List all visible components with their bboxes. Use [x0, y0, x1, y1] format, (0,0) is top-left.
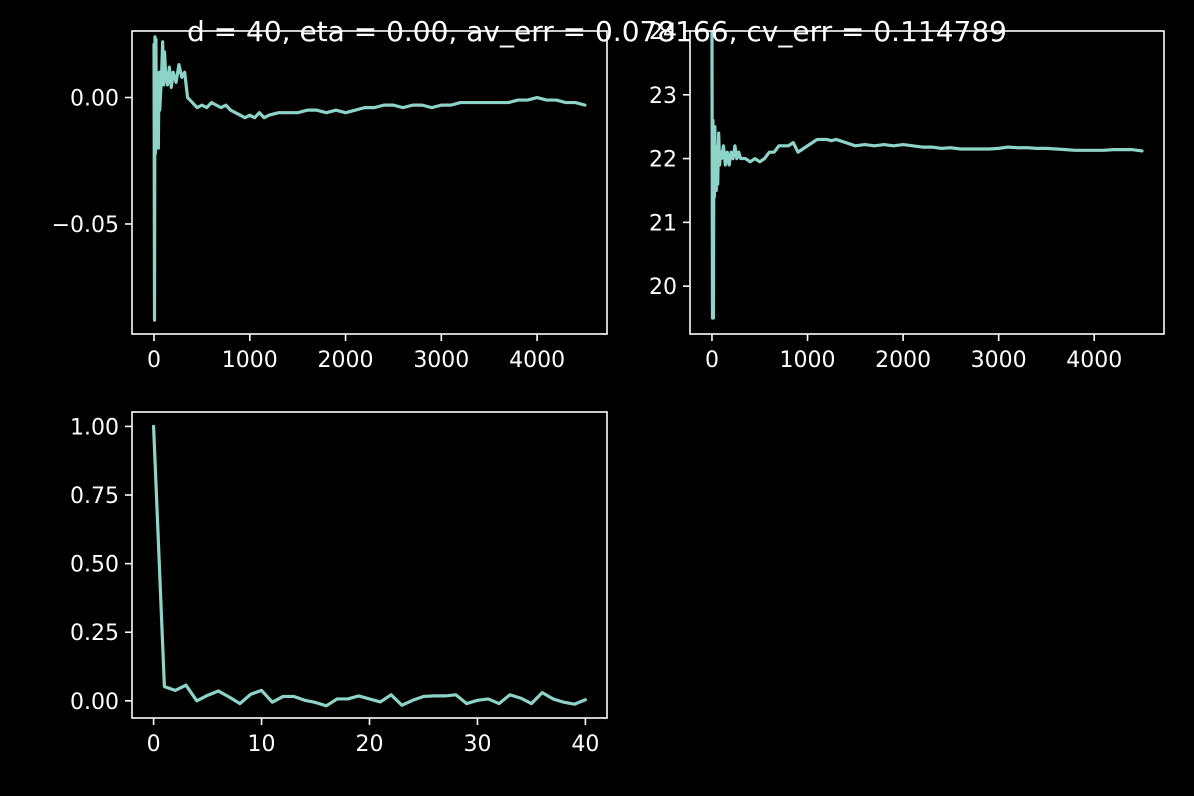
y-tick-label: 0.50	[70, 553, 119, 578]
y-tick-label: 21	[649, 211, 677, 236]
x-tick-label: 0	[705, 348, 719, 373]
axes-frame	[689, 30, 1165, 335]
series-line	[151, 424, 588, 708]
y-tick-label: 23	[649, 84, 677, 109]
x-tick-label: 10	[248, 732, 276, 757]
x-tick-label: 2000	[875, 348, 931, 373]
y-tick-label: 0.75	[70, 484, 119, 509]
x-tick-label: 30	[463, 732, 491, 757]
x-tick-label: 40	[571, 732, 599, 757]
series-line	[710, 31, 1144, 320]
x-tick-label: 4000	[509, 348, 565, 373]
y-tick-label: 0.25	[70, 621, 119, 646]
subplot-bottom-left: 0 10 20 30 40 0.00 0.25 0.50 0.75 1.00	[70, 411, 608, 757]
y-tick-label: 0.00	[70, 87, 119, 112]
x-tick-label: 4000	[1066, 348, 1122, 373]
y-tick-label: 20	[649, 275, 677, 300]
figure-title: d = 40, eta = 0.00, av_err = 0.078166, c…	[187, 15, 1007, 48]
y-tick-label: 22	[649, 148, 677, 173]
y-tick-label: −0.05	[52, 213, 119, 238]
y-tick-label: 1.00	[70, 415, 119, 440]
axes-frame	[131, 30, 608, 335]
x-tick-label: 0	[147, 348, 161, 373]
x-tick-label: 3000	[413, 348, 469, 373]
x-tick-label: 1000	[222, 348, 278, 373]
x-tick-label: 3000	[971, 348, 1027, 373]
y-tick-label: 24	[649, 20, 677, 45]
x-tick-label: 20	[356, 732, 384, 757]
subplot-top-left: 0 1000 2000 3000 4000 0.00 −0.05	[52, 30, 608, 373]
series-line	[152, 35, 587, 322]
subplot-top-right: 0 1000 2000 3000 4000 20 21 22 23 24	[649, 20, 1165, 373]
x-tick-label: 2000	[318, 348, 374, 373]
y-tick-label: 0.00	[70, 690, 119, 715]
x-tick-label: 1000	[780, 348, 836, 373]
x-tick-label: 0	[147, 732, 161, 757]
